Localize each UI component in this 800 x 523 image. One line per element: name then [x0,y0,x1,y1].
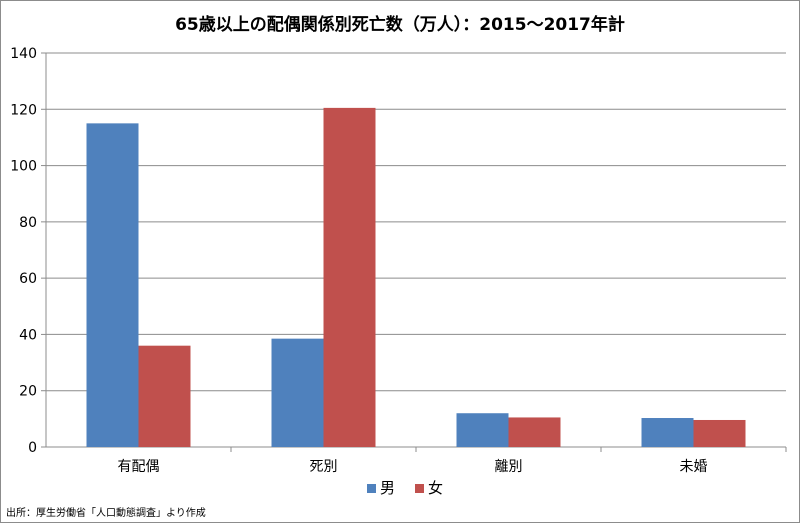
x-tick-label: 有配偶 [118,459,160,475]
y-tick-label: 60 [19,271,37,287]
chart-title: 65歳以上の配偶関係別死亡数（万人）：2015～2017年計 [175,14,625,35]
bar-female-1 [323,107,376,447]
y-tick-label: 80 [19,215,37,231]
bar-female-0 [138,345,191,447]
axis-labels: 0 20 40 60 80 100 120 140 有配偶 死別 離別 未婚 [10,46,707,475]
bar-male-0 [86,123,139,447]
gridlines [46,52,786,392]
bar-male-2 [456,413,509,447]
bars [86,107,746,447]
bar-male-3 [641,418,694,447]
legend-label: 女 [428,479,443,497]
bar-female-2 [508,417,561,447]
bar-female-3 [693,419,746,447]
legend-label: 男 [380,479,395,497]
legend-swatch [415,484,424,493]
x-tick-label: 未婚 [680,459,708,475]
y-tick-label: 120 [10,102,37,118]
y-tick-label: 40 [19,327,37,343]
y-tick-label: 20 [19,384,37,400]
legend: 男女 [367,479,443,497]
y-tick-label: 100 [10,159,37,175]
bar-male-1 [271,338,324,447]
source-note: 出所：厚生労働省「人口動態調査」より作成 [6,506,206,519]
x-tick-label: 離別 [495,458,523,475]
y-tick-label: 140 [10,46,37,62]
y-tick-label: 0 [28,440,37,456]
x-tick-label: 死別 [310,459,338,475]
legend-swatch [367,484,376,493]
